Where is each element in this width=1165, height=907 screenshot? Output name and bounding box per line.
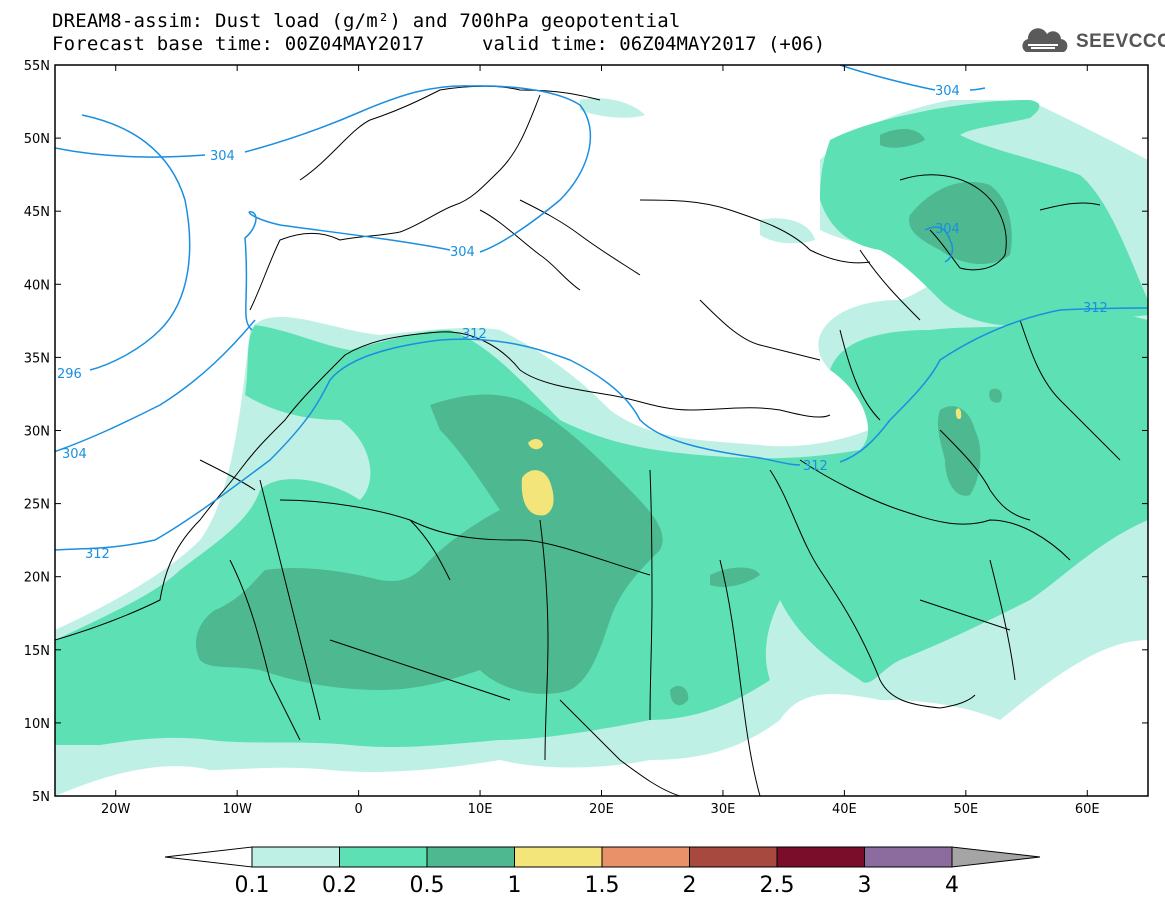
colorbar-swatch: [864, 846, 953, 868]
colorbar-label: 2.5: [760, 873, 795, 898]
lon-label: 50E: [953, 802, 978, 817]
contour-labels: 304 304 304 304 304 296 312 312 312 312: [57, 84, 1108, 562]
colorbar-swatch: [601, 846, 690, 868]
contour-label: 304: [450, 245, 475, 260]
latitude-axis: 55N 50N 45N 40N 35N 30N 25N 20N 15N 10N 5N: [24, 59, 1148, 805]
lon-label: 10E: [468, 802, 493, 817]
lon-label: 30E: [711, 802, 736, 817]
lon-label: 40E: [832, 802, 857, 817]
dust-field: [55, 98, 1148, 796]
colorbar-swatch: [426, 846, 515, 868]
lon-label: 20W: [101, 802, 131, 817]
contour-label: 312: [803, 459, 828, 474]
forecast-base-time: Forecast base time: 00Z04MAY2017: [52, 33, 425, 55]
dust-level-1: [521, 408, 962, 516]
lat-label: 45N: [24, 205, 50, 220]
dust-level-0-5: [195, 128, 1012, 706]
logo-text: SEEVCCC: [1076, 31, 1165, 52]
lon-label: 10W: [222, 802, 252, 817]
contour-label: 312: [85, 547, 110, 562]
lat-label: 10N: [24, 717, 50, 732]
colorbar-label: 0.2: [322, 873, 357, 898]
lat-label: 5N: [32, 790, 50, 805]
lon-label: 60E: [1075, 802, 1100, 817]
geopotential-contours: [55, 65, 1148, 551]
colorbar-label: 1: [508, 873, 522, 898]
seevccc-logo: SEEVCCC: [1018, 26, 1165, 58]
colorbar-label: 2: [683, 873, 697, 898]
longitude-axis: 20W 10W 0 10E 20E 30E 40E 50E 60E: [101, 65, 1100, 817]
lat-label: 50N: [24, 132, 50, 147]
lat-label: 25N: [24, 498, 50, 513]
map-title: DREAM8-assim: Dust load (g/m²) and 700hP…: [52, 10, 681, 32]
contour-label: 304: [62, 447, 87, 462]
lat-label: 30N: [24, 425, 50, 440]
colorbar-label: 1.5: [585, 873, 620, 898]
cloud-icon: [1022, 28, 1068, 52]
contour-label: 312: [462, 327, 487, 342]
contour-label: 296: [57, 367, 82, 382]
coastlines: [55, 85, 1121, 796]
contour-label: 304: [935, 222, 960, 237]
colorbar-label: 0.5: [410, 873, 445, 898]
lat-label: 35N: [24, 351, 50, 366]
colorbar-over-arrow: [951, 846, 1041, 868]
lat-label: 40N: [24, 278, 50, 293]
colorbar-swatch: [776, 846, 865, 868]
colorbar-swatch: [514, 846, 603, 868]
color-legend: 0.1 0.2 0.5 1 1.5 2 2.5 3 4: [164, 846, 1041, 898]
lat-label: 20N: [24, 571, 50, 586]
colorbar-swatch: [689, 846, 778, 868]
lat-label: 55N: [24, 59, 50, 74]
lon-label: 0: [354, 802, 362, 817]
colorbar-swatch: [339, 846, 428, 868]
colorbar-swatch: [251, 846, 340, 868]
contour-label: 304: [935, 84, 960, 99]
colorbar-under-arrow: [164, 846, 253, 868]
colorbar-label: 4: [945, 873, 959, 898]
colorbar-label: 0.1: [235, 873, 270, 898]
lat-label: 15N: [24, 644, 50, 659]
colorbar-label: 3: [858, 873, 872, 898]
valid-time: valid time: 06Z04MAY2017 (+06): [482, 33, 826, 55]
lon-label: 20E: [589, 802, 614, 817]
contour-label: 304: [210, 149, 235, 164]
contour-label: 312: [1083, 301, 1108, 316]
